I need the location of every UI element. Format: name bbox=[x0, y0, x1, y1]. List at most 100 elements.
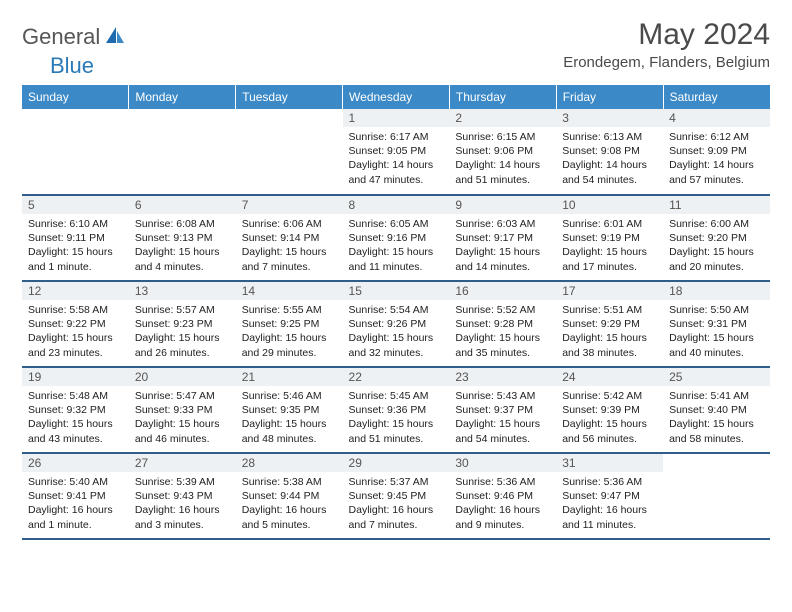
daylight-line: Daylight: 14 hours and 47 minutes. bbox=[349, 158, 444, 186]
calendar-day-cell: 10Sunrise: 6:01 AMSunset: 9:19 PMDayligh… bbox=[556, 195, 663, 281]
sunrise-line: Sunrise: 5:45 AM bbox=[349, 389, 444, 403]
day-number: 29 bbox=[343, 454, 450, 472]
day-number: 8 bbox=[343, 196, 450, 214]
weekday-header: Tuesday bbox=[236, 85, 343, 109]
sunrise-line: Sunrise: 5:36 AM bbox=[455, 475, 550, 489]
weekday-header: Thursday bbox=[449, 85, 556, 109]
sunset-line: Sunset: 9:36 PM bbox=[349, 403, 444, 417]
sunset-line: Sunset: 9:22 PM bbox=[28, 317, 123, 331]
daylight-line: Daylight: 15 hours and 29 minutes. bbox=[242, 331, 337, 359]
day-number: 25 bbox=[663, 368, 770, 386]
day-details: Sunrise: 5:36 AMSunset: 9:47 PMDaylight:… bbox=[556, 472, 663, 536]
sunset-line: Sunset: 9:47 PM bbox=[562, 489, 657, 503]
day-details: Sunrise: 5:54 AMSunset: 9:26 PMDaylight:… bbox=[343, 300, 450, 364]
sunrise-line: Sunrise: 5:38 AM bbox=[242, 475, 337, 489]
calendar-day-cell: 30Sunrise: 5:36 AMSunset: 9:46 PMDayligh… bbox=[449, 453, 556, 539]
day-details: Sunrise: 5:45 AMSunset: 9:36 PMDaylight:… bbox=[343, 386, 450, 450]
day-number: 23 bbox=[449, 368, 556, 386]
day-number: 10 bbox=[556, 196, 663, 214]
sunrise-line: Sunrise: 5:42 AM bbox=[562, 389, 657, 403]
logo: General bbox=[22, 24, 128, 50]
day-details: Sunrise: 5:51 AMSunset: 9:29 PMDaylight:… bbox=[556, 300, 663, 364]
day-number: 27 bbox=[129, 454, 236, 472]
daylight-line: Daylight: 15 hours and 23 minutes. bbox=[28, 331, 123, 359]
title-block: May 2024 Erondegem, Flanders, Belgium bbox=[563, 18, 770, 71]
calendar-day-cell: 22Sunrise: 5:45 AMSunset: 9:36 PMDayligh… bbox=[343, 367, 450, 453]
daylight-line: Daylight: 15 hours and 4 minutes. bbox=[135, 245, 230, 273]
day-details: Sunrise: 5:47 AMSunset: 9:33 PMDaylight:… bbox=[129, 386, 236, 450]
day-details: Sunrise: 5:38 AMSunset: 9:44 PMDaylight:… bbox=[236, 472, 343, 536]
day-number: 4 bbox=[663, 109, 770, 127]
day-details: Sunrise: 6:08 AMSunset: 9:13 PMDaylight:… bbox=[129, 214, 236, 278]
day-number: 22 bbox=[343, 368, 450, 386]
sunrise-line: Sunrise: 6:17 AM bbox=[349, 130, 444, 144]
sunset-line: Sunset: 9:32 PM bbox=[28, 403, 123, 417]
calendar-day-cell: 6Sunrise: 6:08 AMSunset: 9:13 PMDaylight… bbox=[129, 195, 236, 281]
day-details: Sunrise: 5:58 AMSunset: 9:22 PMDaylight:… bbox=[22, 300, 129, 364]
calendar-week-row: 5Sunrise: 6:10 AMSunset: 9:11 PMDaylight… bbox=[22, 195, 770, 281]
calendar-day-cell: 31Sunrise: 5:36 AMSunset: 9:47 PMDayligh… bbox=[556, 453, 663, 539]
calendar-day-cell: 11Sunrise: 6:00 AMSunset: 9:20 PMDayligh… bbox=[663, 195, 770, 281]
sunrise-line: Sunrise: 6:12 AM bbox=[669, 130, 764, 144]
daylight-line: Daylight: 14 hours and 54 minutes. bbox=[562, 158, 657, 186]
sunrise-line: Sunrise: 5:48 AM bbox=[28, 389, 123, 403]
sunset-line: Sunset: 9:45 PM bbox=[349, 489, 444, 503]
calendar-day-cell: 28Sunrise: 5:38 AMSunset: 9:44 PMDayligh… bbox=[236, 453, 343, 539]
sunset-line: Sunset: 9:11 PM bbox=[28, 231, 123, 245]
sunrise-line: Sunrise: 5:47 AM bbox=[135, 389, 230, 403]
day-details: Sunrise: 6:13 AMSunset: 9:08 PMDaylight:… bbox=[556, 127, 663, 191]
day-number: 1 bbox=[343, 109, 450, 127]
logo-sail-icon bbox=[104, 25, 126, 50]
daylight-line: Daylight: 15 hours and 58 minutes. bbox=[669, 417, 764, 445]
day-number: 17 bbox=[556, 282, 663, 300]
day-details: Sunrise: 6:15 AMSunset: 9:06 PMDaylight:… bbox=[449, 127, 556, 191]
calendar-day-cell: 9Sunrise: 6:03 AMSunset: 9:17 PMDaylight… bbox=[449, 195, 556, 281]
day-number: 15 bbox=[343, 282, 450, 300]
daylight-line: Daylight: 15 hours and 14 minutes. bbox=[455, 245, 550, 273]
sunrise-line: Sunrise: 6:13 AM bbox=[562, 130, 657, 144]
weekday-header: Sunday bbox=[22, 85, 129, 109]
calendar-day-cell: 26Sunrise: 5:40 AMSunset: 9:41 PMDayligh… bbox=[22, 453, 129, 539]
sunset-line: Sunset: 9:44 PM bbox=[242, 489, 337, 503]
daylight-line: Daylight: 15 hours and 17 minutes. bbox=[562, 245, 657, 273]
day-details: Sunrise: 5:43 AMSunset: 9:37 PMDaylight:… bbox=[449, 386, 556, 450]
logo-text-general: General bbox=[22, 24, 100, 50]
sunset-line: Sunset: 9:13 PM bbox=[135, 231, 230, 245]
daylight-line: Daylight: 15 hours and 38 minutes. bbox=[562, 331, 657, 359]
sunset-line: Sunset: 9:40 PM bbox=[669, 403, 764, 417]
sunset-line: Sunset: 9:08 PM bbox=[562, 144, 657, 158]
calendar-day-cell: 19Sunrise: 5:48 AMSunset: 9:32 PMDayligh… bbox=[22, 367, 129, 453]
sunrise-line: Sunrise: 6:05 AM bbox=[349, 217, 444, 231]
sunrise-line: Sunrise: 5:43 AM bbox=[455, 389, 550, 403]
sunset-line: Sunset: 9:23 PM bbox=[135, 317, 230, 331]
daylight-line: Daylight: 15 hours and 11 minutes. bbox=[349, 245, 444, 273]
day-details: Sunrise: 5:50 AMSunset: 9:31 PMDaylight:… bbox=[663, 300, 770, 364]
calendar-day-cell: .. bbox=[129, 109, 236, 195]
calendar-day-cell: 13Sunrise: 5:57 AMSunset: 9:23 PMDayligh… bbox=[129, 281, 236, 367]
day-details: Sunrise: 5:41 AMSunset: 9:40 PMDaylight:… bbox=[663, 386, 770, 450]
sunrise-line: Sunrise: 6:15 AM bbox=[455, 130, 550, 144]
calendar-week-row: 26Sunrise: 5:40 AMSunset: 9:41 PMDayligh… bbox=[22, 453, 770, 539]
day-details: Sunrise: 5:37 AMSunset: 9:45 PMDaylight:… bbox=[343, 472, 450, 536]
sunset-line: Sunset: 9:16 PM bbox=[349, 231, 444, 245]
sunrise-line: Sunrise: 6:03 AM bbox=[455, 217, 550, 231]
calendar-day-cell: 8Sunrise: 6:05 AMSunset: 9:16 PMDaylight… bbox=[343, 195, 450, 281]
sunrise-line: Sunrise: 5:40 AM bbox=[28, 475, 123, 489]
day-number: 14 bbox=[236, 282, 343, 300]
day-number: 24 bbox=[556, 368, 663, 386]
sunset-line: Sunset: 9:33 PM bbox=[135, 403, 230, 417]
sunset-line: Sunset: 9:37 PM bbox=[455, 403, 550, 417]
calendar-day-cell: 23Sunrise: 5:43 AMSunset: 9:37 PMDayligh… bbox=[449, 367, 556, 453]
calendar-week-row: 12Sunrise: 5:58 AMSunset: 9:22 PMDayligh… bbox=[22, 281, 770, 367]
daylight-line: Daylight: 15 hours and 54 minutes. bbox=[455, 417, 550, 445]
day-number: 3 bbox=[556, 109, 663, 127]
daylight-line: Daylight: 15 hours and 51 minutes. bbox=[349, 417, 444, 445]
day-details: Sunrise: 6:05 AMSunset: 9:16 PMDaylight:… bbox=[343, 214, 450, 278]
calendar-day-cell: 16Sunrise: 5:52 AMSunset: 9:28 PMDayligh… bbox=[449, 281, 556, 367]
sunrise-line: Sunrise: 5:41 AM bbox=[669, 389, 764, 403]
location: Erondegem, Flanders, Belgium bbox=[563, 54, 770, 71]
calendar-day-cell: 12Sunrise: 5:58 AMSunset: 9:22 PMDayligh… bbox=[22, 281, 129, 367]
day-details: Sunrise: 6:00 AMSunset: 9:20 PMDaylight:… bbox=[663, 214, 770, 278]
sunset-line: Sunset: 9:39 PM bbox=[562, 403, 657, 417]
calendar-day-cell: 4Sunrise: 6:12 AMSunset: 9:09 PMDaylight… bbox=[663, 109, 770, 195]
